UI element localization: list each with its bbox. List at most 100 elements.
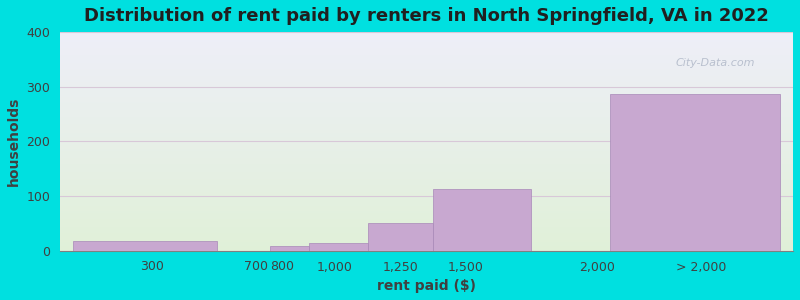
Bar [60,47,793,49]
Bar [60,38,793,39]
Bar [60,81,793,83]
Bar [60,227,793,228]
Bar [60,176,793,178]
Bar [60,123,793,124]
Bar [60,35,793,36]
Bar [60,138,793,139]
Bar [73,241,217,251]
Bar [60,202,793,203]
Bar [60,112,793,113]
Bar [433,189,531,251]
Bar [60,115,793,116]
Bar [60,91,793,92]
Bar [60,82,793,83]
Bar [60,174,793,175]
Bar [60,207,793,208]
Bar [60,106,793,107]
Bar [60,80,793,81]
Bar [60,167,793,168]
Bar [60,75,793,76]
Bar [60,203,793,204]
Bar [60,159,793,160]
Bar [60,146,793,147]
Bar [60,134,793,135]
Bar [60,246,793,247]
Bar [60,93,793,94]
Bar [60,204,793,205]
Bar [60,218,793,219]
Bar [60,158,793,159]
Bar [60,64,793,65]
Bar [60,68,793,69]
Bar [60,36,793,38]
Bar [60,188,793,190]
Bar [60,175,793,176]
Bar [60,183,793,184]
Bar [60,41,793,42]
Bar [60,107,793,109]
Bar [60,178,793,180]
Bar [60,180,793,181]
Bar [60,166,793,167]
Bar [60,113,793,114]
Bar [60,77,793,78]
Bar [60,71,793,73]
Bar [60,240,793,241]
Bar [60,89,793,90]
Bar [60,66,793,67]
Bar [60,139,793,140]
Bar [60,185,793,186]
Bar [60,164,793,166]
Bar [60,104,793,105]
Bar [60,67,793,68]
Bar [60,136,793,137]
Bar [60,51,793,52]
Bar [60,226,793,227]
Bar [60,231,793,232]
Bar [60,244,793,245]
Y-axis label: households: households [7,97,21,186]
Bar [60,132,793,133]
Bar [60,187,793,188]
Bar [60,98,793,99]
Bar [60,94,793,95]
Bar [60,40,793,41]
Bar [60,85,793,87]
Bar [60,109,793,110]
Bar [60,197,793,198]
Bar [60,42,793,43]
Bar [60,170,793,171]
Bar [368,224,433,251]
Bar [60,250,793,251]
Bar [60,184,793,185]
Bar [60,144,793,145]
Bar [60,39,793,40]
Bar [60,171,793,172]
Bar [60,205,793,206]
Bar [60,196,793,197]
Bar [60,83,793,85]
Bar [60,118,793,119]
Bar [60,130,793,132]
Bar [60,127,793,128]
Bar [60,215,793,216]
Bar [60,142,793,144]
Bar [60,97,793,98]
Bar [60,43,793,44]
Bar [309,243,368,251]
Bar [60,103,793,104]
Bar [60,78,793,79]
Bar [60,198,793,200]
Bar [60,162,793,163]
Bar [60,74,793,75]
Bar [60,232,793,233]
Bar [60,237,793,238]
Bar [60,49,793,50]
Bar [60,221,793,222]
Bar [60,92,793,93]
Bar [60,70,793,71]
Bar [60,238,793,239]
Bar [60,228,793,229]
Bar [60,52,793,53]
Bar [60,33,793,34]
